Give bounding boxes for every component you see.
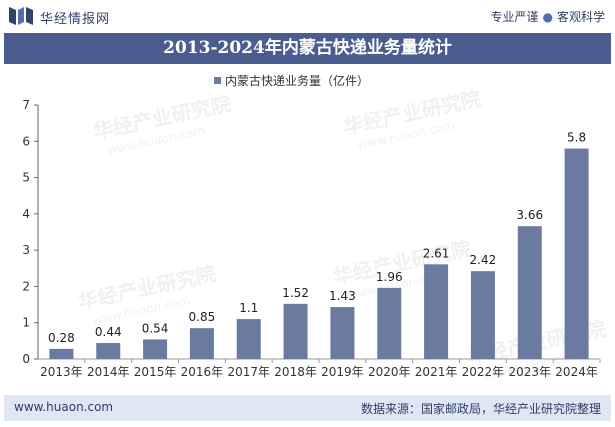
page-title: 2013-2024年内蒙古快递业务量统计 xyxy=(163,38,452,58)
y-tick-label: 7 xyxy=(22,98,30,112)
data-label: 0.28 xyxy=(48,331,75,345)
x-tick-label: 2013年 xyxy=(40,365,83,379)
x-tick-label: 2023年 xyxy=(508,365,551,379)
data-label: 1.43 xyxy=(329,289,356,303)
y-tick-label: 1 xyxy=(22,316,30,330)
data-label: 1.52 xyxy=(282,286,309,300)
brand-name: 华经情报网 xyxy=(40,12,111,27)
data-label: 2.42 xyxy=(470,253,497,267)
data-label: 0.85 xyxy=(189,310,216,324)
data-label: 3.66 xyxy=(516,208,543,222)
bar xyxy=(49,348,74,359)
x-tick-label: 2020年 xyxy=(368,365,411,379)
bar xyxy=(283,303,308,359)
bar xyxy=(236,319,261,359)
title-bar: 2013-2024年内蒙古快递业务量统计 xyxy=(4,33,611,64)
y-tick-label: 5 xyxy=(22,171,30,185)
data-source: 数据来源：国家邮政局，华经产业研究院整理 xyxy=(360,402,601,416)
y-tick-label: 4 xyxy=(22,207,30,221)
slogan-right: 客观科学 xyxy=(556,10,605,24)
header: 华经情报网 专业严谨 ● 客观科学 xyxy=(0,0,615,32)
y-tick-label: 6 xyxy=(22,134,30,148)
x-tick-label: 2018年 xyxy=(274,365,317,379)
x-tick-label: 2022年 xyxy=(462,365,505,379)
legend-label: 内蒙古快递业务量（亿件） xyxy=(225,73,369,88)
slogan-left: 专业严谨 xyxy=(490,10,539,24)
bar xyxy=(96,343,121,359)
bar xyxy=(143,339,168,359)
bar xyxy=(377,287,402,359)
data-label: 1.1 xyxy=(239,301,258,315)
y-tick-label: 0 xyxy=(22,352,30,366)
data-label: 5.8 xyxy=(567,131,586,145)
x-tick-label: 2014年 xyxy=(87,365,130,379)
x-tick-label: 2016年 xyxy=(181,365,224,379)
x-tick-label: 2021年 xyxy=(415,365,458,379)
data-label: 1.96 xyxy=(376,270,403,284)
huajing-logo-icon xyxy=(9,7,33,25)
y-tick-label: 3 xyxy=(22,243,30,257)
data-label: 2.61 xyxy=(423,246,450,260)
footer: www.huaon.com 数据来源：国家邮政局，华经产业研究院整理 xyxy=(4,395,611,421)
data-label: 0.44 xyxy=(95,325,122,339)
footer-url[interactable]: www.huaon.com xyxy=(14,400,114,414)
y-tick-label: 2 xyxy=(22,279,30,293)
bar xyxy=(517,226,542,359)
slogan: 专业严谨 ● 客观科学 xyxy=(490,8,605,25)
bar xyxy=(564,148,589,359)
bar xyxy=(189,328,214,359)
slogan-separator-dot: ● xyxy=(542,10,553,24)
x-tick-label: 2019年 xyxy=(321,365,364,379)
bar xyxy=(330,307,355,359)
legend-swatch xyxy=(214,77,221,84)
x-tick-label: 2015年 xyxy=(134,365,177,379)
bar xyxy=(424,264,449,359)
bar xyxy=(470,271,495,359)
x-tick-label: 2017年 xyxy=(227,365,270,379)
data-label: 0.54 xyxy=(142,321,169,335)
x-tick-label: 2024年 xyxy=(555,365,598,379)
